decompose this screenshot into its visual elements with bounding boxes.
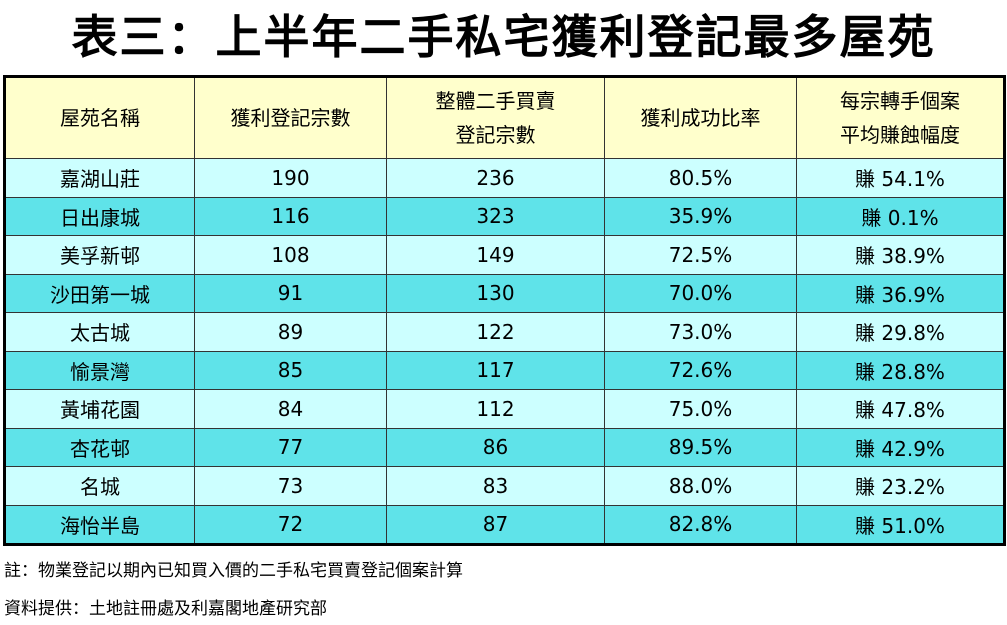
table-cell: 75.0%: [604, 389, 797, 429]
table-cell: 89.5%: [604, 427, 797, 467]
table-cell: 112: [386, 389, 605, 429]
table-cell: 190: [194, 158, 387, 198]
table-cell: 72.6%: [604, 350, 797, 390]
table-body: 嘉湖山莊 190 236 80.5% 賺 54.1% 日出康城 116 323 35.9% 賺 0…: [4, 158, 1005, 545]
title: 表三：上半年二手私宅獲利登記最多屋苑: [71, 10, 936, 64]
table-row: 日出康城 116 323 35.9% 賺 0.1%: [4, 196, 1005, 236]
table-cell: 149: [386, 235, 605, 275]
table-row: 黃埔花園 84 112 75.0% 賺 47.8%: [4, 389, 1005, 429]
table-cell: 72: [194, 504, 387, 545]
source: 資料提供：土地註冊處及利嘉閣地產研究部: [4, 599, 327, 619]
table-row: 愉景灣 85 117 72.6% 賺 28.8%: [4, 350, 1005, 390]
table-cell: 117: [386, 350, 605, 390]
table-cell: 84: [194, 389, 387, 429]
table-cell: 嘉湖山莊: [4, 158, 195, 198]
header-cell: 每宗轉手個案 平均賺蝕幅度: [796, 76, 1005, 159]
table-cell: 日出康城: [4, 196, 195, 236]
header-line: 獲利登記宗數: [230, 106, 351, 130]
table-cell: 賺 29.8%: [796, 312, 1005, 352]
table-cell: 賺 42.9%: [796, 427, 1005, 467]
table-cell: 35.9%: [604, 196, 797, 236]
table-row: 海怡半島 72 87 82.8% 賺 51.0%: [4, 504, 1005, 545]
table-cell: 77: [194, 427, 387, 467]
table-cell: 80.5%: [604, 158, 797, 198]
header-line: 屋苑名稱: [60, 106, 140, 130]
header-line: 每宗轉手個案: [840, 89, 960, 113]
table-cell: 賺 36.9%: [796, 273, 1005, 313]
header-cell: 整體二手買賣 登記宗數: [386, 76, 605, 159]
table-cell: 太古城: [4, 312, 195, 352]
table-cell: 賺 51.0%: [796, 504, 1005, 545]
table-cell: 愉景灣: [4, 350, 195, 390]
table-cell: 72.5%: [604, 235, 797, 275]
table-cell: 黃埔花園: [4, 389, 195, 429]
header-cell: 獲利成功比率: [604, 76, 797, 159]
header-line: 平均賺蝕幅度: [840, 123, 960, 147]
table-cell: 85: [194, 350, 387, 390]
header-cell: 屋苑名稱: [4, 76, 195, 159]
table-cell: 89: [194, 312, 387, 352]
table-row: 名城 73 83 88.0% 賺 23.2%: [4, 466, 1005, 506]
table-cell: 236: [386, 158, 605, 198]
data-table: 屋苑名稱 獲利登記宗數 整體二手買賣 登記宗數 獲利成功比率 每宗轉手個案 平均賺蝕幅度 嘉…: [3, 75, 1006, 546]
table-cell: 323: [386, 196, 605, 236]
table-cell: 87: [386, 504, 605, 545]
table-cell: 116: [194, 196, 387, 236]
table-row: 嘉湖山莊 190 236 80.5% 賺 54.1%: [4, 158, 1005, 198]
header-line: 登記宗數: [455, 123, 536, 147]
table-cell: 73: [194, 466, 387, 506]
table-cell: 海怡半島: [4, 504, 195, 545]
header-row: 屋苑名稱 獲利登記宗數 整體二手買賣 登記宗數 獲利成功比率 每宗轉手個案 平均賺蝕幅度: [4, 76, 1005, 159]
table-cell: 賺 28.8%: [796, 350, 1005, 390]
table-cell: 杏花邨: [4, 427, 195, 467]
table-row: 太古城 89 122 73.0% 賺 29.8%: [4, 312, 1005, 352]
table-cell: 122: [386, 312, 605, 352]
table-row: 沙田第一城 91 130 70.0% 賺 36.9%: [4, 273, 1005, 313]
table-cell: 名城: [4, 466, 195, 506]
table-cell: 賺 38.9%: [796, 235, 1005, 275]
table-cell: 美孚新邨: [4, 235, 195, 275]
table-cell: 130: [386, 273, 605, 313]
table-cell: 86: [386, 427, 605, 467]
table-cell: 108: [194, 235, 387, 275]
table-row: 美孚新邨 108 149 72.5% 賺 38.9%: [4, 235, 1005, 275]
table-cell: 沙田第一城: [4, 273, 195, 313]
table-row: 杏花邨 77 86 89.5% 賺 42.9%: [4, 427, 1005, 467]
header-line: 獲利成功比率: [640, 106, 761, 130]
table-cell: 賺 47.8%: [796, 389, 1005, 429]
table-cell: 賺 0.1%: [796, 196, 1005, 236]
note: 註：物業登記以期內已知買入價的二手私宅買賣登記個案計算: [4, 561, 463, 581]
table-cell: 賺 54.1%: [796, 158, 1005, 198]
header-line: 整體二手買賣: [435, 89, 556, 113]
header-cell: 獲利登記宗數: [194, 76, 387, 159]
table-cell: 83: [386, 466, 605, 506]
table-cell: 70.0%: [604, 273, 797, 313]
table-cell: 賺 23.2%: [796, 466, 1005, 506]
table-cell: 91: [194, 273, 387, 313]
table-cell: 88.0%: [604, 466, 797, 506]
table-cell: 73.0%: [604, 312, 797, 352]
table-cell: 82.8%: [604, 504, 797, 545]
